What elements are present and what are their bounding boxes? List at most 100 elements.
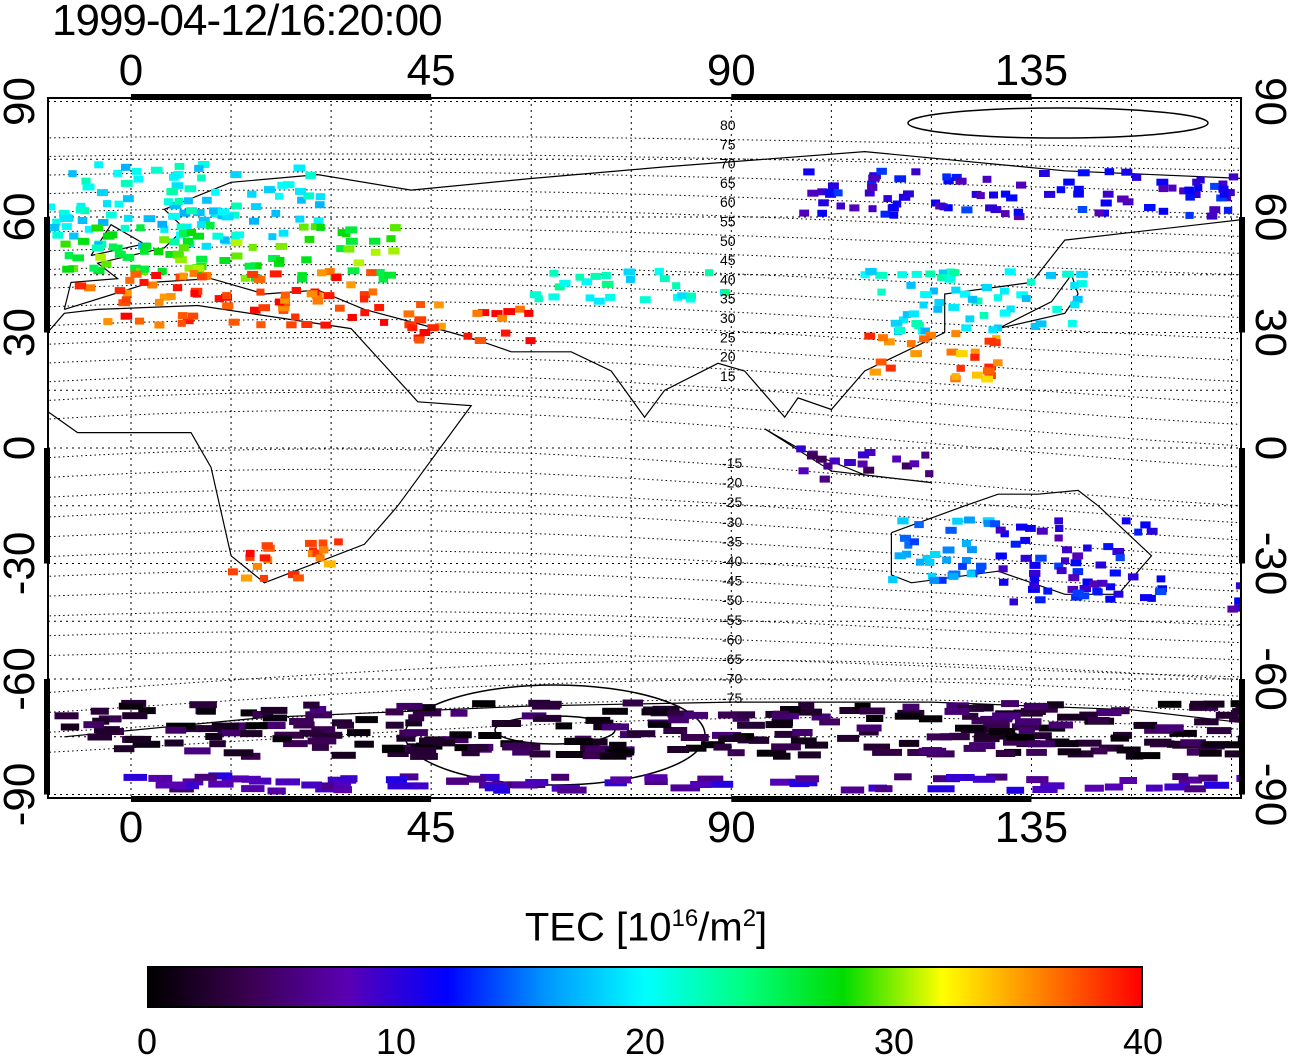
tec-cell: [795, 775, 820, 783]
tec-cell: [474, 337, 486, 344]
tec-cell: [1045, 271, 1056, 279]
tec-cell: [919, 301, 928, 309]
tec-cell: [1035, 554, 1047, 562]
tec-cell: [919, 335, 930, 343]
tec-cell: [268, 255, 280, 262]
tec-cell: [168, 212, 180, 220]
tec-cell: [197, 174, 206, 182]
tec-cell: [1192, 178, 1201, 186]
tec-cell: [1030, 323, 1039, 330]
tec-cell: [1075, 739, 1102, 747]
tec-cell: [921, 451, 930, 459]
tec-cell: [83, 721, 105, 729]
tec-cell: [1204, 781, 1230, 789]
tec-cell: [211, 188, 220, 196]
tec-cell: [1079, 711, 1098, 719]
tec-cell: [105, 211, 117, 219]
tec-cell: [331, 751, 356, 759]
tec-cell: [721, 289, 730, 297]
tec-cell: [970, 353, 980, 361]
tec-cell: [1028, 585, 1040, 593]
tec-cell: [894, 327, 906, 334]
tec-cell: [868, 174, 880, 182]
tec-cell: [347, 314, 357, 321]
tec-cell: [1283, 619, 1291, 626]
tec-cell: [1079, 592, 1090, 600]
tec-cell: [231, 252, 243, 260]
tec-cell: [192, 232, 204, 240]
tec-cell: [337, 721, 354, 729]
tec-cell: [90, 707, 109, 715]
tec-cell: [772, 710, 789, 718]
tec-cell: [610, 776, 632, 784]
tec-cell: [175, 782, 199, 790]
tec-cell: [955, 350, 968, 358]
tec-cell: [1014, 718, 1042, 726]
tec-cell: [1076, 270, 1088, 278]
contour-label: 15: [720, 368, 736, 384]
tec-cell: [196, 707, 216, 715]
tec-cell: [211, 722, 239, 730]
tec-cell: [196, 255, 208, 263]
x-tick-label-bottom: 0: [119, 803, 143, 852]
tec-cell: [153, 248, 164, 256]
tec-cell: [347, 267, 360, 275]
tec-cell: [299, 729, 324, 737]
contour-label: -25: [722, 494, 742, 510]
tec-cell: [1001, 210, 1010, 218]
tec-cell: [601, 272, 611, 279]
tec-cell: [114, 250, 126, 258]
tec-cell: [177, 319, 186, 327]
tec-cell: [297, 196, 306, 204]
tec-cell: [865, 268, 877, 275]
tec-cell: [178, 244, 189, 252]
contour-labels: 80 75 70 65 60 55 50 45 40 35 30 25 20 15 -15 -20 -25 -30…: [720, 117, 742, 706]
contour-line: [48, 409, 1241, 468]
tec-cell: [198, 161, 210, 168]
tec-cell: [836, 202, 845, 210]
tec-cell: [113, 169, 123, 177]
tec-cell: [970, 348, 980, 356]
tec-cell: [877, 334, 888, 342]
tec-cell: [1073, 185, 1084, 193]
tec-cell: [993, 359, 1003, 367]
tec-cell: [194, 773, 217, 781]
tec-cell: [222, 292, 231, 300]
tec-cell: [806, 452, 818, 460]
x-tick-label-bottom: 90: [707, 803, 756, 852]
tec-cell: [1020, 554, 1032, 562]
tec-cell: [231, 231, 240, 239]
tec-cell: [555, 722, 573, 730]
tec-cell: [337, 229, 348, 237]
tec-cell: [641, 708, 669, 716]
tec-cell: [301, 321, 313, 328]
tec-cell: [228, 318, 240, 326]
tec-cell: [477, 309, 490, 317]
tec-cell: [293, 164, 306, 172]
tec-cell: [221, 213, 234, 221]
tec-cell: [123, 773, 148, 781]
tec-cell: [524, 309, 534, 317]
contour-line: [48, 529, 1241, 575]
tec-cell: [1083, 544, 1092, 552]
tec-cell: [933, 305, 943, 313]
tec-cell: [522, 743, 541, 751]
tec-cell: [335, 304, 345, 312]
tec-cell: [502, 743, 530, 751]
tec-cell: [403, 310, 415, 318]
tec-cell: [876, 167, 887, 175]
contour-label: 40: [720, 271, 736, 287]
tec-cell: [551, 773, 570, 781]
tec-cell: [926, 733, 952, 741]
tec-cell: [856, 724, 882, 732]
tec-cell: [1079, 585, 1091, 592]
tec-cell: [1200, 741, 1230, 749]
tec-cell: [151, 272, 162, 279]
tec-cell: [864, 449, 876, 456]
tec-cell: [948, 572, 959, 580]
tec-cell: [275, 778, 300, 786]
tec-cell: [864, 189, 875, 197]
tec-cell: [867, 183, 878, 191]
tec-cell: [245, 549, 255, 557]
tec-cell: [197, 725, 222, 733]
